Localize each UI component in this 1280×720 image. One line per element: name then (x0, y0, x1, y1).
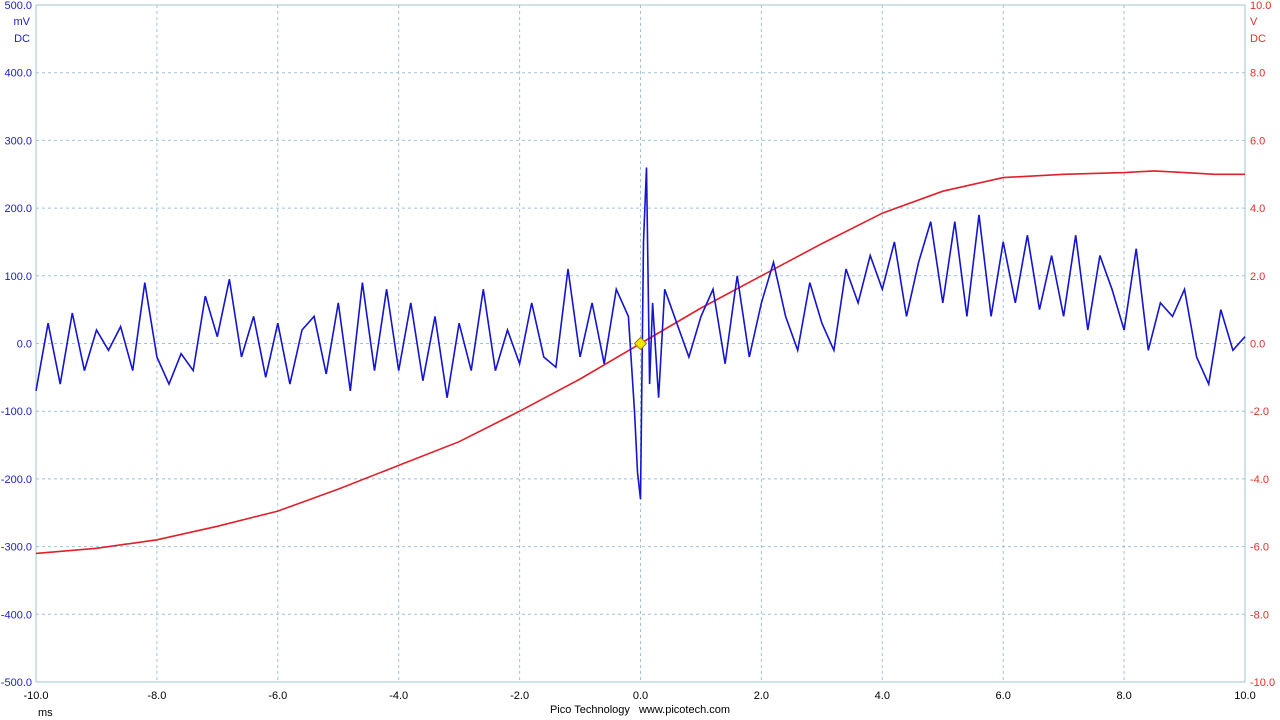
right-tick-label: -4.0 (1250, 474, 1269, 486)
x-tick-label: -8.0 (147, 690, 166, 702)
x-axis-unit: ms (38, 707, 53, 719)
left-tick-label: 0.0 (17, 339, 32, 351)
channel-b-trace (35, 170, 1245, 555)
left-tick-label: -100.0 (1, 406, 32, 418)
left-tick-label: -300.0 (1, 542, 32, 554)
left-tick-label: 400.0 (4, 68, 32, 80)
left-tick-label: -200.0 (1, 474, 32, 486)
vendor-name: Pico Technology (549, 704, 630, 716)
left-tick-label: -500.0 (1, 677, 32, 689)
x-tick-label: 0.0 (633, 690, 648, 702)
x-tick-label: -2.0 (510, 690, 529, 702)
x-tick-label: -10.0 (23, 690, 48, 702)
channel-a-trace (35, 167, 1246, 500)
left-tick-label: 500.0 (4, 0, 32, 12)
right-tick-label: -10.0 (1250, 677, 1275, 689)
x-tick-label: 10.0 (1234, 690, 1255, 702)
left-tick-label: -400.0 (1, 609, 32, 621)
x-axis-ticks: -10.0 -8.0 -6.0 -4.0 -2.0 0.0 2.0 4.0 6.0 8.0 10.0 (23, 690, 1255, 702)
left-tick-label: 300.0 (4, 135, 32, 147)
right-tick-label: 6.0 (1250, 135, 1265, 147)
right-tick-label: 10.0 (1250, 0, 1271, 12)
footer-credit: Pico Technology www.picotech.com (0, 704, 1280, 720)
right-tick-label: 4.0 (1250, 203, 1265, 215)
x-tick-label: 8.0 (1116, 690, 1131, 702)
left-axis-coupling: DC (14, 33, 30, 45)
x-tick-label: -6.0 (268, 690, 287, 702)
left-axis-unit: mV (14, 16, 31, 28)
left-tick-label: 200.0 (4, 203, 32, 215)
right-axis-unit: V (1250, 16, 1258, 28)
x-tick-label: 6.0 (996, 690, 1011, 702)
right-tick-label: -8.0 (1250, 609, 1269, 621)
right-axis-ticks: 10.0 8.0 6.0 4.0 2.0 0.0 -2.0 -4.0 -6.0 -8.0 -10.0 (1250, 0, 1275, 689)
right-tick-label: -6.0 (1250, 542, 1269, 554)
right-axis-coupling: DC (1250, 33, 1266, 45)
right-tick-label: 0.0 (1250, 339, 1265, 351)
right-tick-label: 2.0 (1250, 271, 1265, 283)
left-axis-ticks: 500.0 400.0 300.0 200.0 100.0 0.0 -100.0 -200.0… (1, 0, 32, 689)
x-tick-label: 2.0 (754, 690, 769, 702)
x-tick-label: 4.0 (875, 690, 890, 702)
vendor-website[interactable]: www.picotech.com (638, 704, 731, 716)
right-tick-label: 8.0 (1250, 68, 1265, 80)
x-tick-label: -4.0 (389, 690, 408, 702)
trigger-marker-icon[interactable] (633, 336, 648, 351)
plot-grid (35, 4, 1246, 683)
right-tick-label: -2.0 (1250, 406, 1269, 418)
left-tick-label: 100.0 (4, 271, 32, 283)
